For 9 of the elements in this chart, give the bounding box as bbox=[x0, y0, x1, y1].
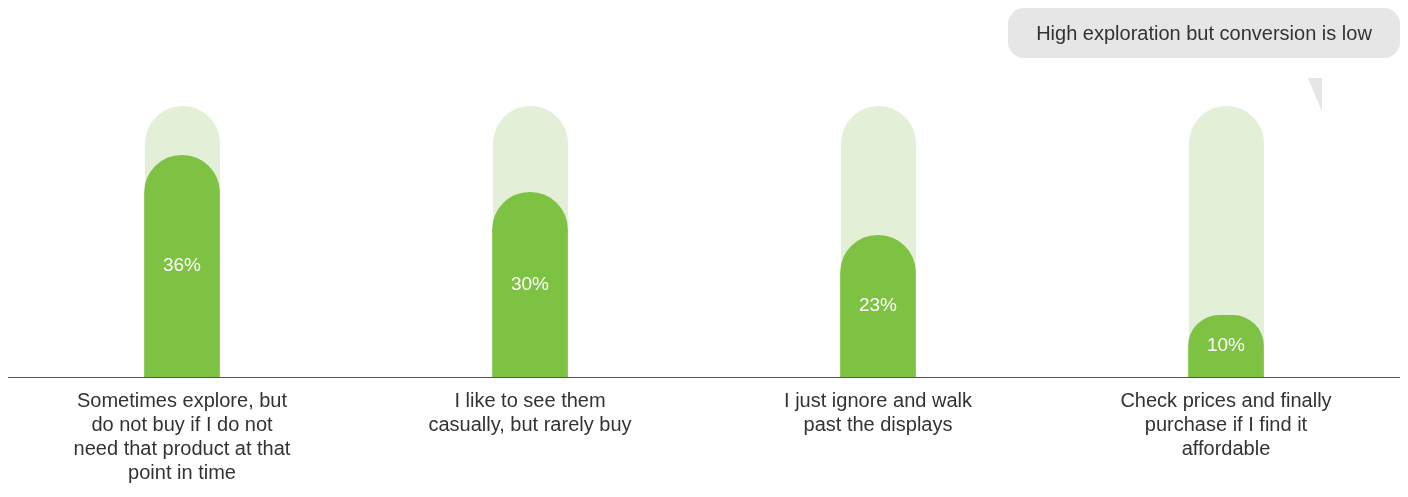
x-tick-label: I like to see them casually, but rarely buy bbox=[428, 388, 632, 435]
data-label: 23% bbox=[858, 294, 898, 316]
text: High exploration but conversion is low bbox=[1008, 8, 1400, 58]
data-label: 36% bbox=[162, 254, 202, 276]
x-tick-label: I just ignore and walk past the displays bbox=[784, 388, 973, 435]
data-label: 30% bbox=[510, 272, 550, 294]
x-tick-label: Check prices and finally purchase if I find it affordable bbox=[1120, 388, 1332, 459]
x-tick-label: Sometimes explore, but do not buy if I do not need that product at that point in time bbox=[73, 388, 291, 483]
data-label: 10% bbox=[1206, 334, 1246, 356]
